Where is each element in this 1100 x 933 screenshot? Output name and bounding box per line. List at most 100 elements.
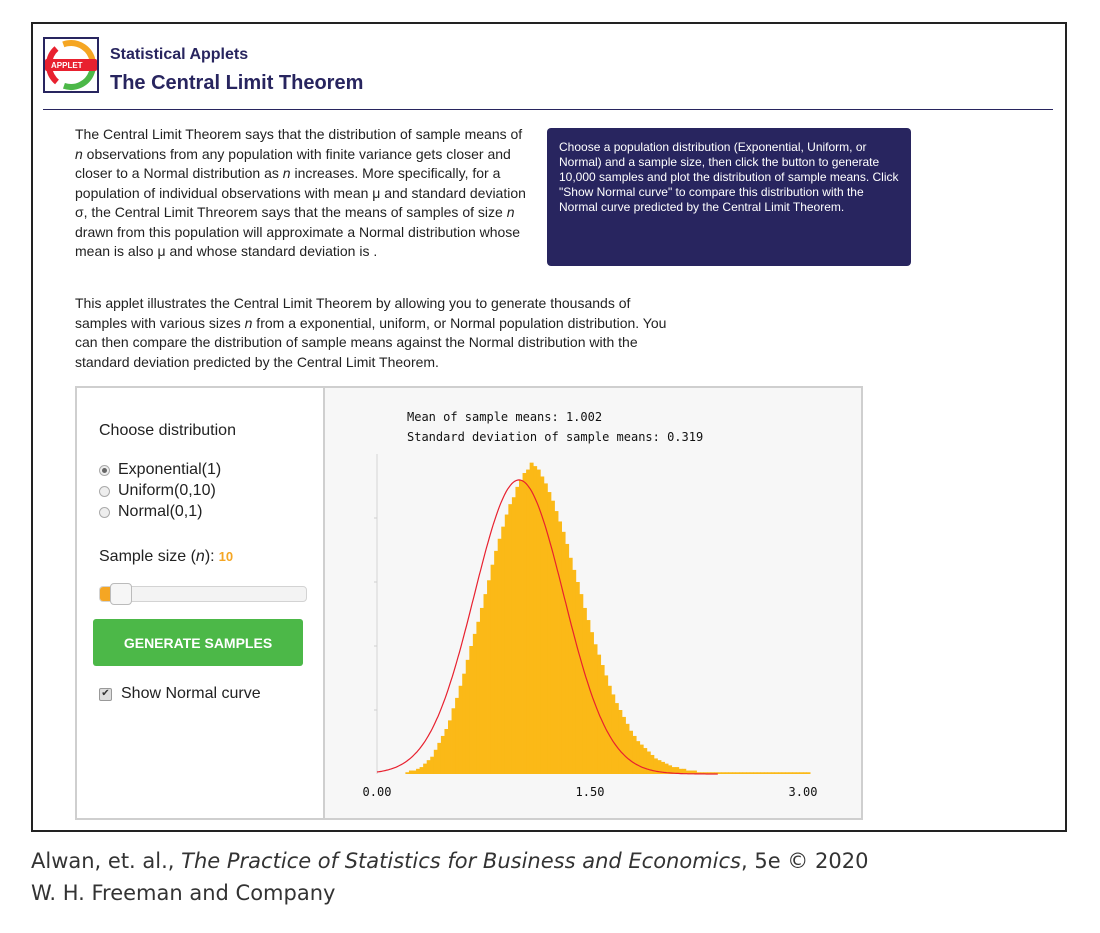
histogram-bar <box>625 723 630 774</box>
histogram-bar <box>522 473 527 774</box>
sampling-distribution-chart: 0.00 1.50 3.00 <box>363 454 817 799</box>
histogram-bar <box>661 761 665 774</box>
histogram-bar <box>465 659 470 774</box>
histogram-bar <box>430 756 435 774</box>
sample-size-value: 10 <box>218 549 234 564</box>
mean-of-sample-means: Mean of sample means: 1.002 <box>407 410 603 424</box>
radio-exponential[interactable]: Exponential(1) <box>99 461 221 479</box>
histogram-bar <box>561 531 566 774</box>
histogram-bar <box>614 703 619 774</box>
radio-label: Normal(0,1) <box>118 503 203 520</box>
histogram-bar <box>735 772 740 774</box>
choose-distribution-label: Choose distribution <box>99 422 236 439</box>
histogram-bar <box>476 621 481 774</box>
histogram-bar <box>494 550 499 774</box>
histogram-bar <box>710 772 715 774</box>
histogram-bar <box>550 500 555 774</box>
histogram-bar <box>519 479 523 774</box>
histogram-bar <box>433 749 438 774</box>
intro-paragraph-1: The Central Limit Theorem says that the … <box>75 126 526 259</box>
histogram-bar <box>767 772 772 774</box>
sample-size-slider[interactable] <box>99 583 307 605</box>
histogram-bar <box>611 694 616 774</box>
histogram-bar <box>440 735 445 774</box>
histogram-bar <box>586 620 591 774</box>
histogram-bar <box>703 772 708 774</box>
radio-uniform[interactable]: Uniform(0,10) <box>99 482 216 500</box>
histogram-bar <box>558 521 562 774</box>
normal-curve-line <box>376 479 718 775</box>
histogram-bar <box>700 772 704 774</box>
histogram-bar <box>778 772 783 774</box>
histogram-bar <box>451 708 456 774</box>
histogram-bar <box>632 735 637 774</box>
histogram-bar <box>771 772 775 774</box>
histogram-bar <box>749 772 754 774</box>
x-tick-label: 0.00 <box>363 785 392 799</box>
sd-of-sample-means: Standard deviation of sample means: 0.31… <box>407 430 704 444</box>
histogram-bar <box>717 772 722 774</box>
histogram-bar <box>607 685 612 774</box>
histogram-bar <box>416 768 420 774</box>
radio-button-icon[interactable] <box>99 485 110 497</box>
histogram-bar <box>593 644 598 774</box>
radio-normal[interactable]: Normal(0,1) <box>99 503 202 521</box>
slider-handle[interactable] <box>110 583 133 605</box>
histogram-bar <box>692 770 697 774</box>
histogram-bar <box>788 772 793 774</box>
histogram-bar <box>501 526 506 774</box>
histogram-bar <box>785 772 790 774</box>
radio-button-icon[interactable] <box>99 464 110 476</box>
sample-size-label: Sample size (n): 10 <box>99 548 234 565</box>
histogram-bar <box>618 710 623 774</box>
histogram-bar <box>653 758 658 774</box>
histogram-bar <box>511 497 516 774</box>
figure-frame: APPLET Statistical Applets The Central L… <box>31 22 1067 832</box>
histogram-bar <box>426 760 431 774</box>
histogram-bar <box>590 632 594 774</box>
show-normal-curve-toggle[interactable]: ✔ Show Normal curve <box>99 685 261 703</box>
histogram-bar <box>696 772 701 774</box>
histogram-bar <box>490 564 495 774</box>
histogram-bar <box>504 514 509 774</box>
histogram-bar <box>572 569 577 774</box>
histogram-bar <box>721 772 726 774</box>
histogram-bar <box>536 469 541 774</box>
page-title: The Central Limit Theorem <box>110 72 364 94</box>
histogram-bar <box>412 770 417 774</box>
intro-paragraph-2: This applet illustrates the Central Limi… <box>75 295 667 370</box>
histogram-bar <box>732 772 736 774</box>
histogram-bar <box>483 594 488 774</box>
histogram-bar <box>742 772 747 774</box>
checkbox-checked-icon[interactable]: ✔ <box>99 687 112 701</box>
histogram-bar <box>547 492 552 774</box>
histogram-bar <box>753 772 758 774</box>
histogram-bar <box>643 748 648 774</box>
histogram-bar <box>657 760 662 774</box>
radio-label: Uniform(0,10) <box>118 482 216 499</box>
histogram-bar <box>707 772 712 774</box>
generate-samples-button[interactable]: GENERATE SAMPLES <box>93 619 303 666</box>
radio-button-icon[interactable] <box>99 506 110 518</box>
histogram-bar <box>799 772 804 774</box>
histogram-bar <box>579 594 584 774</box>
histogram-bar <box>646 751 651 774</box>
header-divider <box>43 109 1053 110</box>
histogram-bar <box>458 685 463 774</box>
histogram-bar <box>650 754 655 774</box>
histogram-bar <box>604 675 609 774</box>
histogram-bar <box>472 633 477 774</box>
slider-fill <box>100 587 110 601</box>
histogram-bar <box>405 772 410 774</box>
show-normal-curve-label: Show Normal curve <box>121 685 261 702</box>
histogram-bar <box>639 744 644 774</box>
histogram-bar <box>675 767 680 774</box>
histogram-bar <box>479 607 484 774</box>
histogram-bar <box>469 646 474 774</box>
histogram-bar <box>437 742 442 774</box>
histogram-bar <box>760 772 765 774</box>
radio-label: Exponential(1) <box>118 461 222 478</box>
applet-logo-icon: APPLET <box>43 37 99 93</box>
histogram-bar <box>678 768 683 774</box>
histogram-bar <box>543 483 548 774</box>
